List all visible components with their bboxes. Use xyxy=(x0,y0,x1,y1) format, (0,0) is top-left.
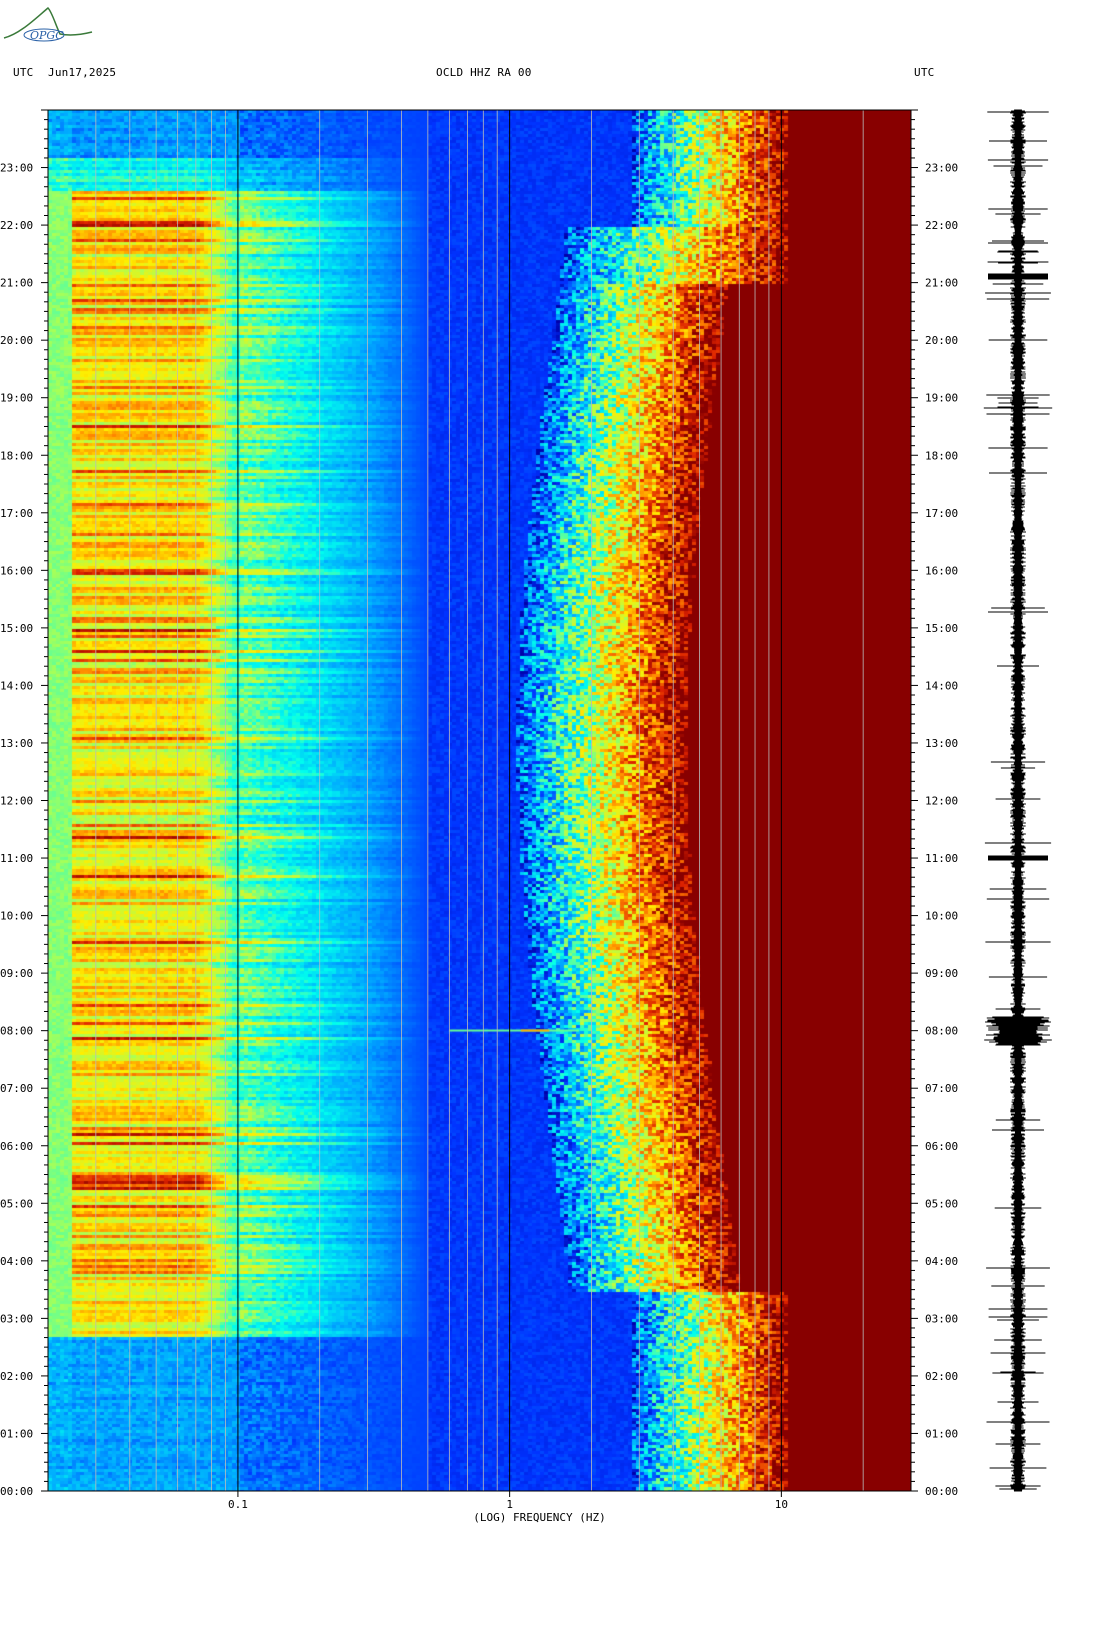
left-time-label: 23:00 xyxy=(0,162,33,175)
spectrogram-image xyxy=(48,110,911,1491)
left-time-label: 14:00 xyxy=(0,679,33,692)
right-time-label: 03:00 xyxy=(925,1312,958,1325)
left-time-label: 17:00 xyxy=(0,507,33,520)
time-axes: 23:00 23:00 22:00 22:00 21:00 21:00 20:00 20:00… xyxy=(0,109,958,1498)
right-time-label: 08:00 xyxy=(925,1025,958,1038)
right-time-label: 00:00 xyxy=(925,1485,958,1498)
right-time-label: 19:00 xyxy=(925,392,958,405)
left-time-label: 19:00 xyxy=(0,392,33,405)
right-time-label: 09:00 xyxy=(925,967,958,980)
spectrogram-raster xyxy=(48,110,911,1491)
logo-text: OPGC xyxy=(30,29,64,42)
right-time-label: 04:00 xyxy=(925,1255,958,1268)
right-time-label: 17:00 xyxy=(925,507,958,520)
right-time-label: 05:00 xyxy=(925,1197,958,1210)
left-time-label: 01:00 xyxy=(0,1427,33,1440)
freq-tick-label: 1 xyxy=(506,1498,513,1511)
left-time-label: 22:00 xyxy=(0,219,33,232)
opgc-logo: OPGC xyxy=(3,6,93,42)
right-time-label: 12:00 xyxy=(925,795,958,808)
left-timezone: UTC xyxy=(13,66,34,79)
right-time-label: 18:00 xyxy=(925,449,958,462)
left-time-label: 12:00 xyxy=(0,795,33,808)
frequency-axis: 0.1 1 10 (LOG) FREQUENCY (HZ) xyxy=(228,1491,788,1524)
station-title: OCLD HHZ RA 00 xyxy=(436,66,532,79)
right-time-label: 15:00 xyxy=(925,622,958,635)
right-time-label: 13:00 xyxy=(925,737,958,750)
right-time-label: 11:00 xyxy=(925,852,958,865)
right-time-label: 22:00 xyxy=(925,219,958,232)
left-time-label: 02:00 xyxy=(0,1370,33,1383)
left-time-label: 05:00 xyxy=(0,1197,33,1210)
right-time-label: 06:00 xyxy=(925,1140,958,1153)
seismogram-waveform xyxy=(983,109,1053,1492)
left-time-label: 03:00 xyxy=(0,1312,33,1325)
right-time-label: 23:00 xyxy=(925,162,958,175)
right-time-label: 02:00 xyxy=(925,1370,958,1383)
right-time-label: 14:00 xyxy=(925,679,958,692)
right-time-label: 01:00 xyxy=(925,1427,958,1440)
left-time-label: 00:00 xyxy=(0,1485,33,1498)
left-time-label: 21:00 xyxy=(0,277,33,290)
left-time-label: 07:00 xyxy=(0,1082,33,1095)
freq-tick-label: 0.1 xyxy=(228,1498,248,1511)
right-time-label: 07:00 xyxy=(925,1082,958,1095)
right-time-label: 21:00 xyxy=(925,277,958,290)
left-time-label: 09:00 xyxy=(0,967,33,980)
left-time-label: 10:00 xyxy=(0,910,33,923)
right-time-label: 16:00 xyxy=(925,564,958,577)
left-time-label: 06:00 xyxy=(0,1140,33,1153)
right-timezone: UTC xyxy=(914,66,935,79)
right-time-label: 20:00 xyxy=(925,334,958,347)
date-label: Jun17,2025 xyxy=(48,66,117,79)
left-time-label: 18:00 xyxy=(0,449,33,462)
left-time-label: 11:00 xyxy=(0,852,33,865)
freq-tick-label: 10 xyxy=(775,1498,788,1511)
left-time-label: 20:00 xyxy=(0,334,33,347)
left-time-label: 04:00 xyxy=(0,1255,33,1268)
left-time-label: 08:00 xyxy=(0,1025,33,1038)
x-axis-label: (LOG) FREQUENCY (HZ) xyxy=(473,1511,605,1524)
left-time-label: 13:00 xyxy=(0,737,33,750)
left-time-label: 16:00 xyxy=(0,564,33,577)
left-time-label: 15:00 xyxy=(0,622,33,635)
right-time-label: 10:00 xyxy=(925,910,958,923)
waveform-trace xyxy=(983,109,1053,1492)
